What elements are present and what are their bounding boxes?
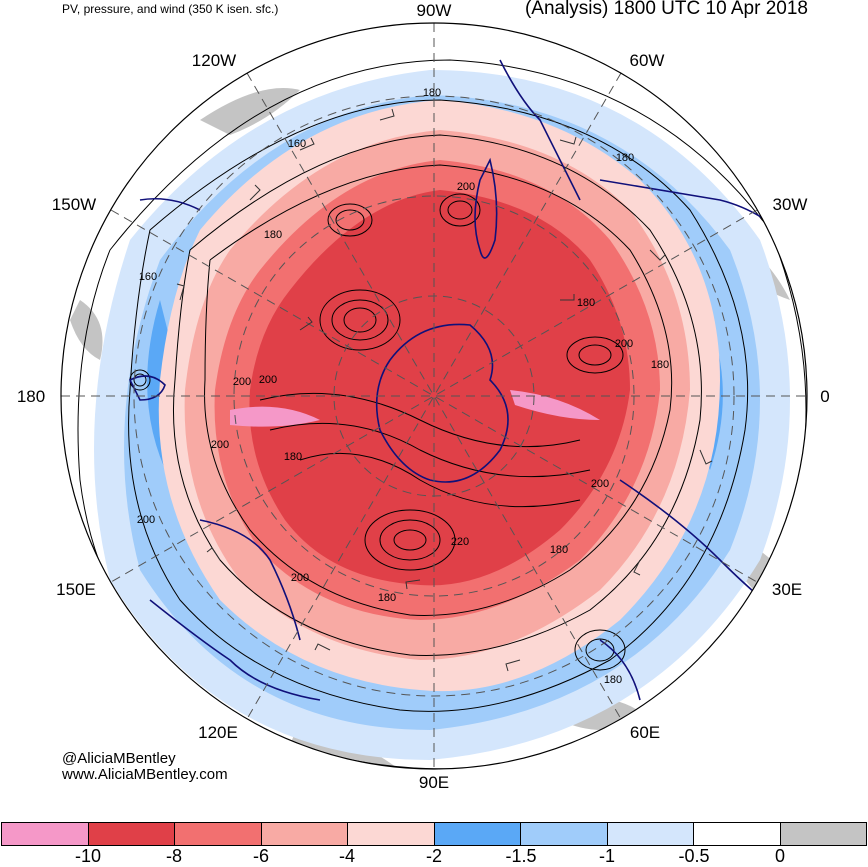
lon-label-120w: 120W — [191, 51, 237, 70]
lon-label-90e: 90E — [418, 773, 450, 792]
colorbar-swatch — [348, 823, 435, 845]
contour-label: 160 — [139, 271, 157, 283]
map-border — [60, 22, 808, 770]
polar-stereographic-map: 180 160 180 180 160 200 200 180 200 200 … — [60, 22, 808, 770]
contour-label: 180 — [550, 544, 568, 556]
contour-label: 160 — [288, 138, 306, 150]
latitude-longitude-grid — [61, 23, 807, 769]
contour-label: 180 — [577, 297, 595, 309]
lon-label-30w: 30W — [772, 195, 808, 214]
lon-label-180: 180 — [16, 387, 46, 406]
colorbar-swatch — [2, 823, 89, 845]
contour-label: 200 — [591, 478, 609, 490]
colorbar — [1, 822, 867, 846]
lon-label-150w: 150W — [51, 195, 97, 214]
lon-label-0: 0 — [820, 387, 830, 406]
contour-label: 180 — [378, 592, 396, 604]
analysis-time-title: (Analysis) 1800 UTC 10 Apr 2018 — [524, 0, 808, 19]
colorbar-swatch — [434, 823, 521, 845]
contour-label: 200 — [233, 376, 251, 388]
colorbar-tick: -10 — [74, 846, 102, 866]
colorbar-tick: -1 — [598, 846, 616, 866]
wind-barbs — [176, 108, 713, 672]
contour-label: 200 — [211, 439, 229, 451]
contour-label: 200 — [291, 572, 309, 584]
contour-labels: 180 160 180 180 160 200 200 180 200 200 … — [137, 87, 669, 686]
credit-handle: @AliciaMBentley — [62, 750, 176, 767]
contour-label: 200 — [137, 514, 155, 526]
colorbar-swatch — [521, 823, 608, 845]
product-title: PV, pressure, and wind (350 K isen. sfc.… — [62, 2, 279, 16]
contour-label: 200 — [259, 374, 277, 386]
contour-label: 200 — [457, 181, 475, 193]
lon-label-120e: 120E — [198, 723, 238, 742]
colorbar-swatch — [780, 823, 866, 845]
contour-label: 180 — [651, 359, 669, 371]
colorbar-tick: -6 — [252, 846, 270, 866]
contour-label: 180 — [616, 152, 634, 164]
lon-label-150e: 150E — [56, 580, 96, 599]
colorbar-tick: -1.5 — [505, 846, 537, 866]
lon-label-30e: 30E — [771, 580, 803, 599]
colorbar-tick: 0 — [774, 846, 786, 866]
colorbar-tick: -0.5 — [678, 846, 710, 866]
contour-label: 200 — [615, 338, 633, 350]
colorbar-swatch — [607, 823, 694, 845]
credit-website: www.AliciaMBentley.com — [62, 766, 228, 783]
colorbar-swatch — [88, 823, 175, 845]
colorbar-tick: -2 — [425, 846, 443, 866]
lon-label-60w: 60W — [629, 51, 665, 70]
contour-label: 180 — [264, 229, 282, 241]
lon-label-60e: 60E — [629, 723, 661, 742]
lon-label-90w: 90W — [416, 1, 452, 20]
contour-label: 180 — [423, 87, 441, 99]
colorbar-swatch — [694, 823, 781, 845]
contour-label: 180 — [284, 451, 302, 463]
colorbar-tick: -8 — [165, 846, 183, 866]
colorbar-swatch — [261, 823, 348, 845]
colorbar-tick: -4 — [338, 846, 356, 866]
contour-label: 180 — [604, 674, 622, 686]
contour-label: 220 — [451, 536, 469, 548]
colorbar-swatch — [175, 823, 262, 845]
